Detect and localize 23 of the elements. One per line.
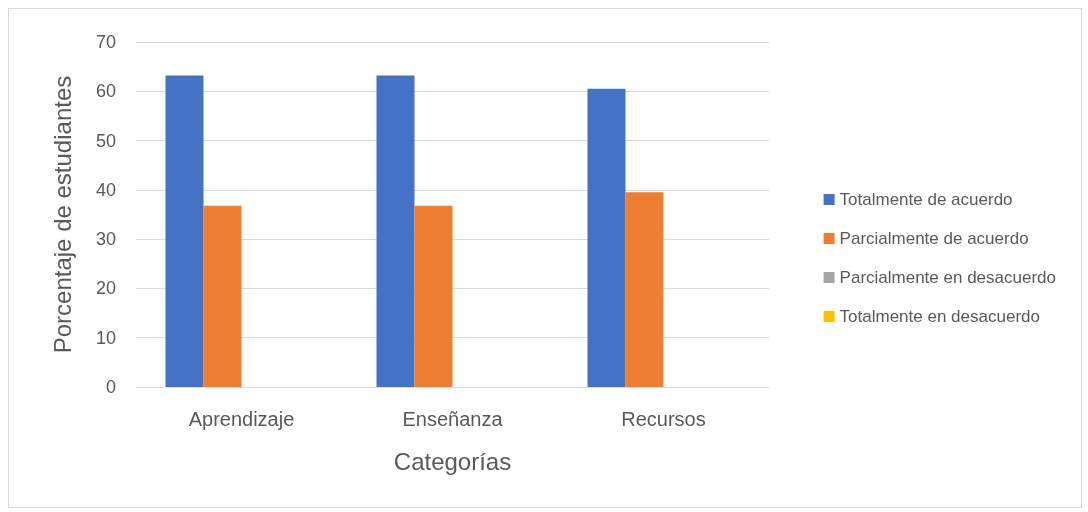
bar: [376, 75, 415, 387]
y-tick-label: 0: [105, 377, 116, 397]
legend-label: Parcialmente en desacuerdo: [839, 268, 1057, 287]
legend-label: Totalmente de acuerdo: [839, 190, 1013, 209]
x-tick-label: Aprendizaje: [188, 408, 295, 430]
y-tick-label: 60: [95, 81, 116, 102]
bar: [625, 192, 664, 387]
legend-label: Totalmente en desacuerdo: [839, 307, 1040, 326]
y-tick-label: 40: [95, 179, 116, 200]
y-tick-label: 30: [95, 229, 116, 250]
bar: [414, 205, 453, 387]
bar: [165, 75, 204, 387]
x-axis-title: Categorías: [393, 447, 512, 475]
y-tick-label: 50: [95, 130, 116, 151]
x-tick-label: Enseñanza: [402, 408, 504, 430]
bar: [587, 88, 626, 387]
legend-label: Parcialmente de acuerdo: [839, 229, 1029, 248]
x-tick-label: Recursos: [621, 408, 706, 430]
y-tick-label: 20: [95, 278, 116, 299]
y-tick-label: 70: [95, 32, 116, 52]
bar: [203, 205, 242, 387]
y-axis-title: Porcentaje de estudiantes: [48, 75, 76, 354]
y-tick-label: 10: [95, 327, 116, 348]
